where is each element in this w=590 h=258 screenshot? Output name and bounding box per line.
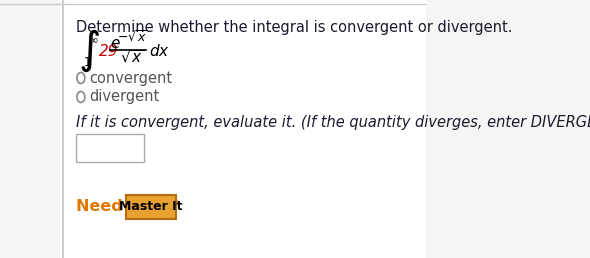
Text: $-\sqrt{x}$: $-\sqrt{x}$ — [117, 29, 148, 45]
Text: Determine whether the integral is convergent or divergent.: Determine whether the integral is conver… — [76, 20, 512, 35]
Text: divergent: divergent — [88, 90, 159, 104]
Text: Need Help?: Need Help? — [76, 198, 179, 214]
Text: $\infty$: $\infty$ — [88, 34, 99, 46]
FancyBboxPatch shape — [61, 0, 426, 258]
Text: $e$: $e$ — [110, 36, 120, 51]
Text: $dx$: $dx$ — [149, 43, 171, 59]
Text: convergent: convergent — [88, 70, 172, 85]
Text: Master It: Master It — [119, 200, 183, 214]
Text: $1$: $1$ — [83, 57, 91, 69]
Text: 29: 29 — [99, 44, 119, 59]
FancyBboxPatch shape — [76, 134, 145, 162]
Text: $\int$: $\int$ — [78, 28, 100, 74]
Text: If it is convergent, evaluate it. (If the quantity diverges, enter DIVERGES.): If it is convergent, evaluate it. (If th… — [76, 116, 590, 131]
Text: $\sqrt{x}$: $\sqrt{x}$ — [120, 49, 145, 66]
FancyBboxPatch shape — [126, 195, 176, 219]
